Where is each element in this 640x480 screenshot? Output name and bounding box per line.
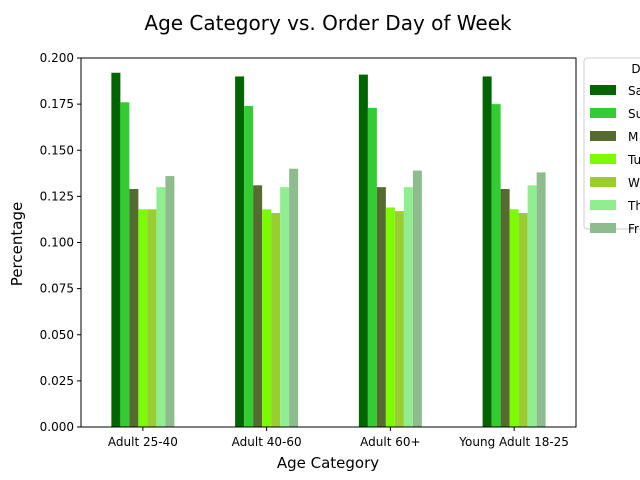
bar — [509, 209, 519, 427]
y-axis-label: Percentage — [8, 202, 26, 286]
bar — [235, 76, 245, 427]
bar — [165, 176, 175, 427]
bar — [253, 185, 263, 427]
bar — [394, 211, 404, 427]
bar — [385, 207, 395, 427]
legend-label: Tu — [627, 153, 640, 167]
y-tick-label: 0.175 — [40, 97, 74, 111]
legend-title: D — [631, 62, 640, 76]
bar — [129, 188, 139, 427]
y-tick-label: 0.075 — [40, 282, 74, 296]
y-tick-label: 0.125 — [40, 189, 74, 203]
x-tick-label: Adult 25-40 — [108, 435, 178, 449]
legend-swatch — [590, 85, 616, 95]
chart-title: Age Category vs. Order Day of Week — [144, 11, 512, 35]
bar — [271, 212, 281, 427]
bar — [536, 172, 546, 427]
legend-label: Th — [627, 199, 640, 213]
bar — [491, 104, 501, 427]
bar — [376, 187, 386, 427]
x-tick-label: Young Adult 18-25 — [458, 435, 569, 449]
y-tick-label: 0.200 — [40, 51, 74, 65]
bar — [358, 74, 368, 427]
bar — [120, 102, 130, 427]
legend-label: Fr — [628, 222, 639, 236]
bar — [138, 209, 148, 427]
y-tick-label: 0.100 — [40, 236, 74, 250]
bar — [367, 107, 377, 427]
legend: D Sa Su M Tu W Th Fr — [583, 57, 640, 236]
legend-label: Sa — [628, 84, 640, 98]
bar — [518, 212, 528, 427]
legend-label: Su — [628, 107, 640, 121]
y-tick-label: 0.000 — [40, 420, 74, 434]
bar — [482, 76, 492, 427]
bar — [244, 105, 254, 427]
bar — [403, 187, 413, 427]
bar — [280, 187, 290, 427]
legend-swatch — [590, 177, 616, 187]
x-axis-label: Age Category — [277, 454, 379, 472]
bar — [111, 72, 121, 427]
bar — [527, 185, 537, 427]
legend-label: W — [628, 176, 640, 190]
bar — [500, 188, 510, 427]
bar — [262, 209, 272, 427]
legend-swatch — [590, 108, 616, 118]
legend-label: M — [628, 130, 638, 144]
legend-swatch — [590, 131, 616, 141]
bar — [412, 170, 422, 428]
bar — [147, 209, 157, 427]
x-tick-label: Adult 40-60 — [232, 435, 302, 449]
plot-area: 0.000 0.025 0.050 0.075 0.100 0.125 0.150 0.175… — [40, 51, 577, 449]
legend-swatch — [590, 200, 616, 210]
y-tick-label: 0.150 — [40, 143, 74, 157]
bar — [289, 168, 299, 427]
y-tick-label: 0.025 — [40, 374, 74, 388]
bar — [156, 187, 166, 427]
x-tick-label: Adult 60+ — [360, 435, 420, 449]
legend-swatch — [590, 223, 616, 233]
y-tick-label: 0.050 — [40, 328, 74, 342]
legend-swatch — [590, 154, 616, 164]
